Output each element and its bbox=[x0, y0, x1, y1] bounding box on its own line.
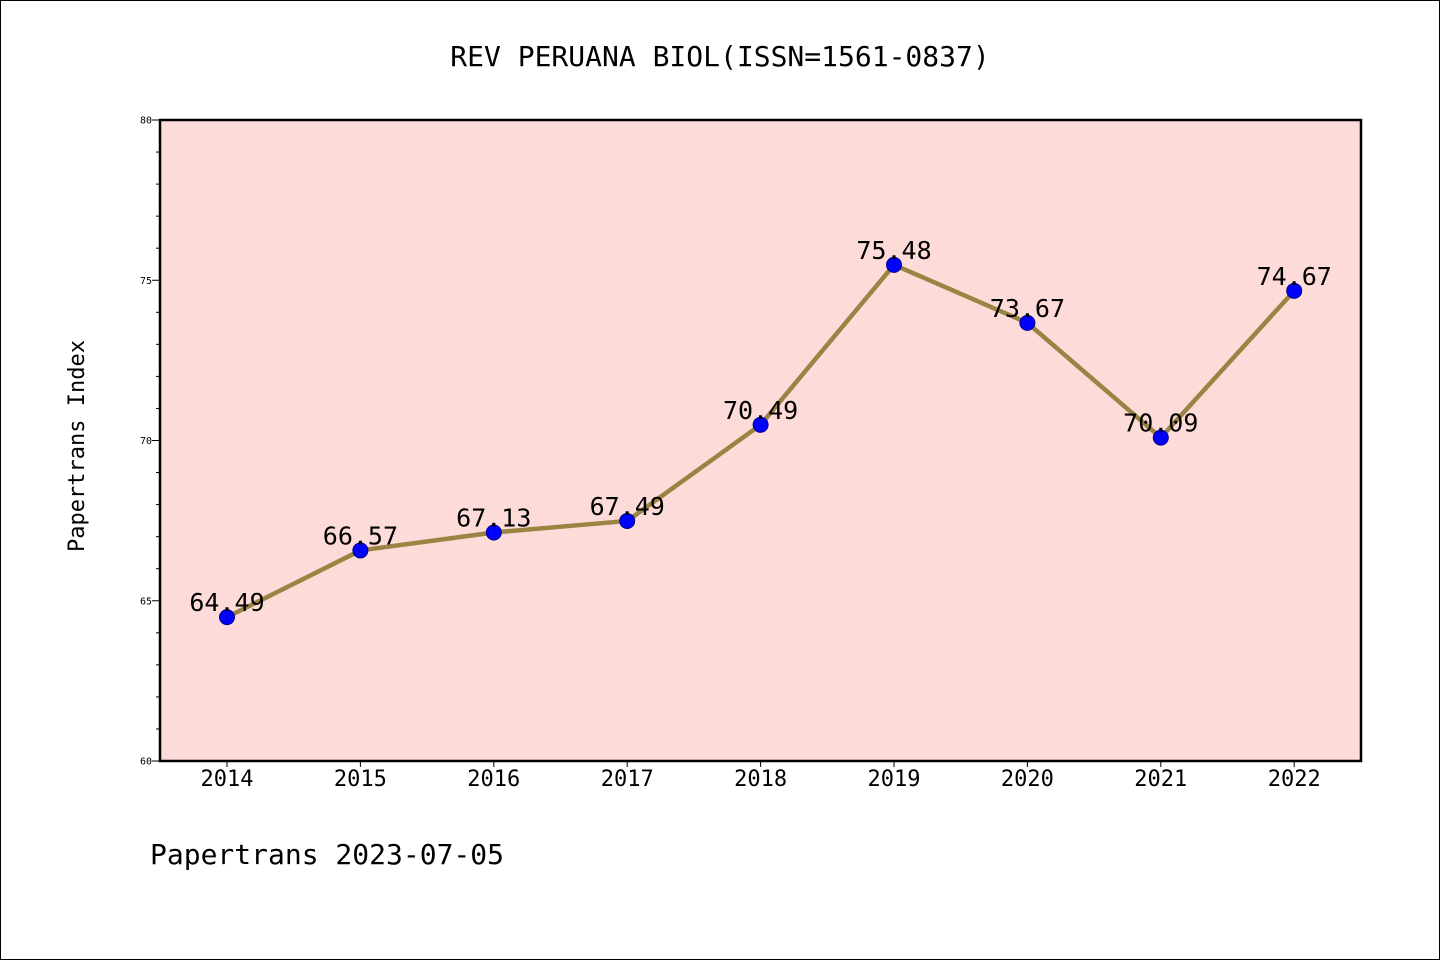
x-tick-label: 2017 bbox=[601, 767, 654, 792]
y-axis: 60 65 70 75 80 bbox=[140, 116, 160, 768]
data-point bbox=[752, 416, 769, 433]
x-tick-label: 2020 bbox=[1001, 767, 1054, 792]
footer-date: Papertrans 2023-07-05 bbox=[150, 838, 504, 871]
y-tick-label: 60 bbox=[140, 757, 152, 768]
x-tick-label: 2015 bbox=[334, 767, 387, 792]
data-label: 73.67 bbox=[990, 294, 1065, 323]
x-tick-label: 2021 bbox=[1134, 767, 1187, 792]
data-label: 67.13 bbox=[456, 503, 531, 532]
data-label: 74.67 bbox=[1257, 262, 1332, 291]
y-tick-label: 70 bbox=[140, 436, 152, 447]
data-labels: 64.49 66.57 67.13 67.49 70.49 75.48 73.67 70.09… bbox=[189, 236, 1331, 617]
x-tick-label: 2022 bbox=[1268, 767, 1321, 792]
data-label: 70.09 bbox=[1123, 409, 1198, 438]
data-point bbox=[1152, 429, 1169, 446]
data-point bbox=[485, 524, 502, 541]
y-tick-label: 65 bbox=[140, 596, 152, 607]
data-point bbox=[886, 256, 902, 273]
data-point bbox=[1019, 314, 1036, 331]
plot-border bbox=[158, 118, 1363, 763]
y-tick-label: 80 bbox=[140, 116, 152, 127]
series-line-group bbox=[219, 256, 1303, 626]
data-label: 66.57 bbox=[323, 521, 398, 550]
x-tick-label: 2016 bbox=[467, 767, 520, 792]
x-tick-label: 2019 bbox=[868, 767, 921, 792]
data-label: 70.49 bbox=[723, 396, 798, 425]
data-label: 64.49 bbox=[189, 588, 264, 617]
data-point bbox=[1286, 282, 1303, 299]
y-tick-label: 75 bbox=[140, 276, 152, 287]
y-axis-label: Papertrans Index bbox=[65, 340, 90, 552]
data-label: 75.48 bbox=[856, 236, 931, 265]
chart-title: REV PERUANA BIOL(ISSN=1561-0837) bbox=[450, 40, 989, 73]
data-label: 67.49 bbox=[590, 492, 665, 521]
x-axis: 2014 2015 2016 2017 2018 2019 2020 2021 2022 bbox=[201, 761, 1321, 792]
x-tick-label: 2018 bbox=[734, 767, 787, 792]
data-point bbox=[219, 609, 235, 626]
data-point bbox=[352, 542, 369, 559]
x-tick-label: 2014 bbox=[201, 767, 254, 792]
plot-area bbox=[160, 120, 1361, 761]
data-point bbox=[619, 512, 636, 529]
